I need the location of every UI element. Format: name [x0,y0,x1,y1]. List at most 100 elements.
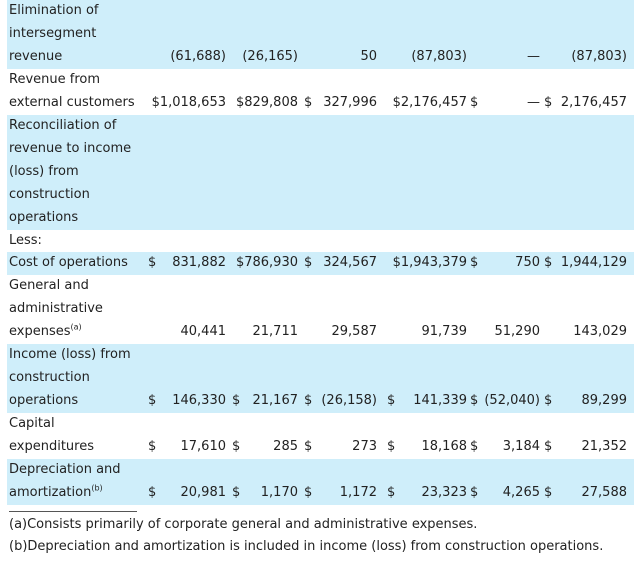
cell-value: 327,996 [323,94,377,110]
cell-value: (61,688) [170,48,226,64]
row-label: Revenue from [9,71,100,87]
cell-value: (87,803) [411,48,467,64]
currency-sign: $ [304,439,313,455]
currency-sign: $ [544,94,553,110]
table-row: Depreciation and amortization(b) $20,981 $1… [7,459,634,505]
currency-sign: $ [387,439,396,455]
cell-value: $829,808 [235,94,298,110]
row-label: Cost of operations [9,255,128,271]
row-label: operations [9,393,79,409]
cell-value: 21,167 [252,393,299,409]
cell-value: $1,943,379 [392,255,467,271]
currency-sign: $ [304,94,313,110]
cell-value: 23,323 [421,485,468,501]
table-row: Reconciliation of revenue to income (loss)… [7,114,634,230]
footnote-marker: (a) [70,323,82,333]
currency-sign: $ [232,485,241,501]
cell-value: 21,711 [252,324,299,340]
currency-sign: $ [470,439,479,455]
cell-value: 141,339 [413,393,467,409]
cell-value: $786,930 [235,255,298,271]
table-row: Elimination of intersegment revenue (61,688… [7,0,634,69]
cell-value: (26,158) [321,393,377,409]
currency-sign: $ [148,485,157,501]
row-label: Reconciliation of [9,117,117,133]
footnote-b: (b)Depreciation and amortization is incl… [9,539,604,554]
currency-sign: $ [148,255,157,271]
cell-value: 51,290 [494,324,541,340]
cell-value: 17,610 [180,439,227,455]
cell-value: 20,981 [180,485,227,501]
currency-sign: $ [232,439,241,455]
currency-sign: $ [544,393,553,409]
row-label: expenditures [9,439,94,455]
currency-sign: $ [232,393,241,409]
currency-sign: $ [304,255,313,271]
table-row: Capital expenditures $17,610 $285 $273 $18,16… [7,413,634,459]
currency-sign: $ [544,485,553,501]
row-label: amortization(b) [9,483,103,501]
table-row: Cost of operations $831,882 $786,930 $324,5… [7,252,634,276]
segment-table: Elimination of intersegment revenue (61,688… [7,0,634,505]
cell-value: 4,265 [502,485,540,501]
table-row: General and administrative expenses(a) 40,4… [7,275,634,344]
row-label: revenue to income [9,140,132,156]
cell-value: 1,172 [339,485,377,501]
row-label: expenses(a) [9,323,82,340]
cell-value: 273 [352,439,377,455]
row-label: General and [9,278,89,294]
currency-sign: $ [148,439,157,455]
currency-sign: $ [304,393,313,409]
cell-value: 146,330 [172,393,226,409]
cell-value: — [527,94,540,110]
cell-value: 50 [360,48,377,64]
row-label: Elimination of [9,3,99,18]
currency-sign: $ [470,485,479,501]
row-label: intersegment [9,25,97,41]
row-label: Income (loss) from [9,347,131,363]
cell-value: 750 [515,255,540,271]
cell-value: 27,588 [581,485,628,501]
cell-value: (26,165) [242,48,298,64]
cell-value: 1,944,129 [560,255,627,271]
cell-value: 1,170 [260,485,298,501]
row-label: construction [9,370,90,386]
currency-sign: $ [544,255,553,271]
cell-value: 3,184 [502,439,540,455]
cell-value: 29,587 [331,324,378,340]
cell-value: 324,567 [323,255,377,271]
table-row: Revenue from external customers $1,018,653… [7,69,634,115]
cell-value: 40,441 [180,324,227,340]
row-label: operations [9,209,79,225]
cell-value: 91,739 [421,324,468,340]
cell-value: $2,176,457 [392,94,467,110]
currency-sign: $ [387,393,396,409]
currency-sign: $ [148,393,157,409]
row-label: (loss) from [9,163,79,179]
table-row: Income (loss) from construction operations… [7,344,634,414]
currency-sign: $ [544,439,553,455]
currency-sign: $ [304,485,313,501]
cell-value: 18,168 [421,439,468,455]
row-label: external customers [9,94,135,110]
table-row: Less: [7,230,634,253]
row-label: Depreciation and [9,462,121,478]
cell-value: (87,803) [571,48,627,64]
cell-value: (52,040) [484,393,540,409]
cell-value: $1,018,653 [151,94,226,110]
cell-value: 21,352 [581,439,628,455]
cell-value: 2,176,457 [560,94,627,110]
currency-sign: $ [387,485,396,501]
currency-sign: $ [470,393,479,409]
footnote-marker: (b) [91,483,103,493]
cell-value: 831,882 [172,255,226,271]
row-label: revenue [9,48,63,64]
row-label: Capital [9,416,55,432]
footnote-separator [9,511,137,512]
cell-value: — [527,48,540,64]
cell-value: 89,299 [581,393,628,409]
currency-sign: $ [470,94,479,110]
footnote-a: (a)Consists primarily of corporate gener… [9,517,478,532]
row-label: administrative [9,301,103,317]
row-label: construction [9,186,90,202]
